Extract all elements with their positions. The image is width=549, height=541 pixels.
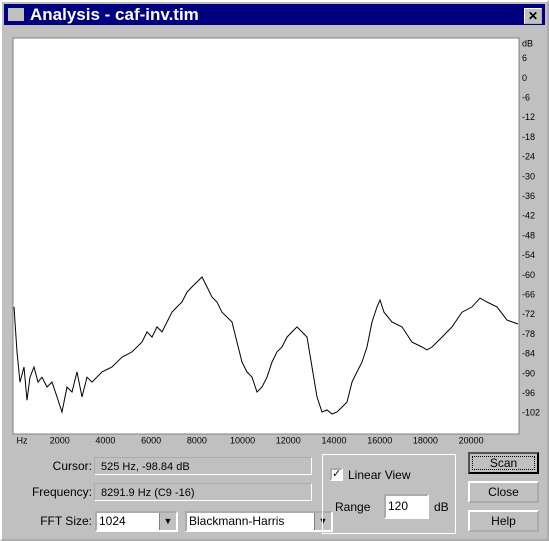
frequency-label: Frequency: (31, 485, 92, 499)
y-tick-label: -6 (522, 92, 530, 102)
y-tick-label: -12 (522, 112, 535, 122)
spectrum-line (13, 276, 519, 415)
range-unit: dB (434, 500, 449, 514)
x-tick-label: 8000 (187, 435, 207, 445)
frequency-field: 8291.9 Hz (C9 -16) (94, 483, 312, 501)
x-tick-label: 12000 (276, 435, 301, 445)
window-title: Analysis - caf-inv.tim (30, 5, 199, 24)
chart: Hz dB 6 0 -6 -12 -18 -24 -30 -36 -42 -48 -54 -60 -66… (12, 37, 540, 445)
window-value: Blackmann-Harris (189, 514, 285, 528)
cursor-field: 525 Hz, -98.84 dB (94, 457, 312, 475)
linear-view-checkbox[interactable]: ✓ (330, 468, 343, 481)
x-tick-label: 2000 (50, 435, 70, 445)
y-axis-label: dB (522, 38, 533, 48)
view-group (322, 454, 456, 534)
app-icon (8, 8, 24, 21)
y-tick-label: -72 (522, 309, 535, 319)
scan-button[interactable]: Scan (468, 452, 539, 474)
range-label: Range (335, 500, 371, 514)
window-select[interactable]: Blackmann-Harris ▼ (185, 511, 333, 532)
x-tick-label: 4000 (95, 435, 115, 445)
y-tick-label: -36 (522, 191, 535, 201)
x-tick-label: 18000 (413, 435, 438, 445)
range-input[interactable]: 120 (384, 494, 429, 519)
fft-size-select[interactable]: 1024 ▼ (95, 511, 178, 532)
y-tick-label: -30 (522, 171, 535, 181)
y-tick-label: -102 (522, 408, 540, 418)
help-button[interactable]: Help (468, 510, 539, 532)
plot-area (12, 37, 520, 435)
y-tick-label: -96 (522, 388, 535, 398)
y-tick-label: -18 (522, 132, 535, 142)
y-tick-label: -60 (522, 270, 535, 280)
close-button[interactable]: ✕ (524, 8, 542, 24)
close-dialog-button[interactable]: Close (468, 481, 539, 503)
x-tick-label: 6000 (141, 435, 161, 445)
linear-view-label: Linear View (348, 468, 411, 482)
y-tick-label: -48 (522, 230, 535, 240)
title-bar: Analysis - caf-inv.tim ✕ (4, 4, 545, 25)
dropdown-button[interactable]: ▼ (159, 513, 176, 530)
y-tick-label: -84 (522, 349, 535, 359)
y-tick-label: -90 (522, 368, 535, 378)
fft-size-label: FFT Size: (40, 514, 92, 528)
y-tick-label: -42 (522, 211, 535, 221)
x-tick-label: 10000 (230, 435, 255, 445)
y-tick-label: -78 (522, 329, 535, 339)
x-tick-label: 20000 (459, 435, 484, 445)
y-tick-label: -54 (522, 250, 535, 260)
cursor-label: Cursor: (52, 459, 92, 473)
fft-size-value: 1024 (99, 514, 126, 528)
y-tick-label: -24 (522, 152, 535, 162)
y-tick-label: 6 (522, 53, 527, 63)
x-tick-label: 14000 (321, 435, 346, 445)
y-tick-label: 0 (522, 73, 527, 83)
y-tick-label: -66 (522, 289, 535, 299)
x-axis-label: Hz (17, 435, 28, 445)
x-tick-label: 16000 (367, 435, 392, 445)
